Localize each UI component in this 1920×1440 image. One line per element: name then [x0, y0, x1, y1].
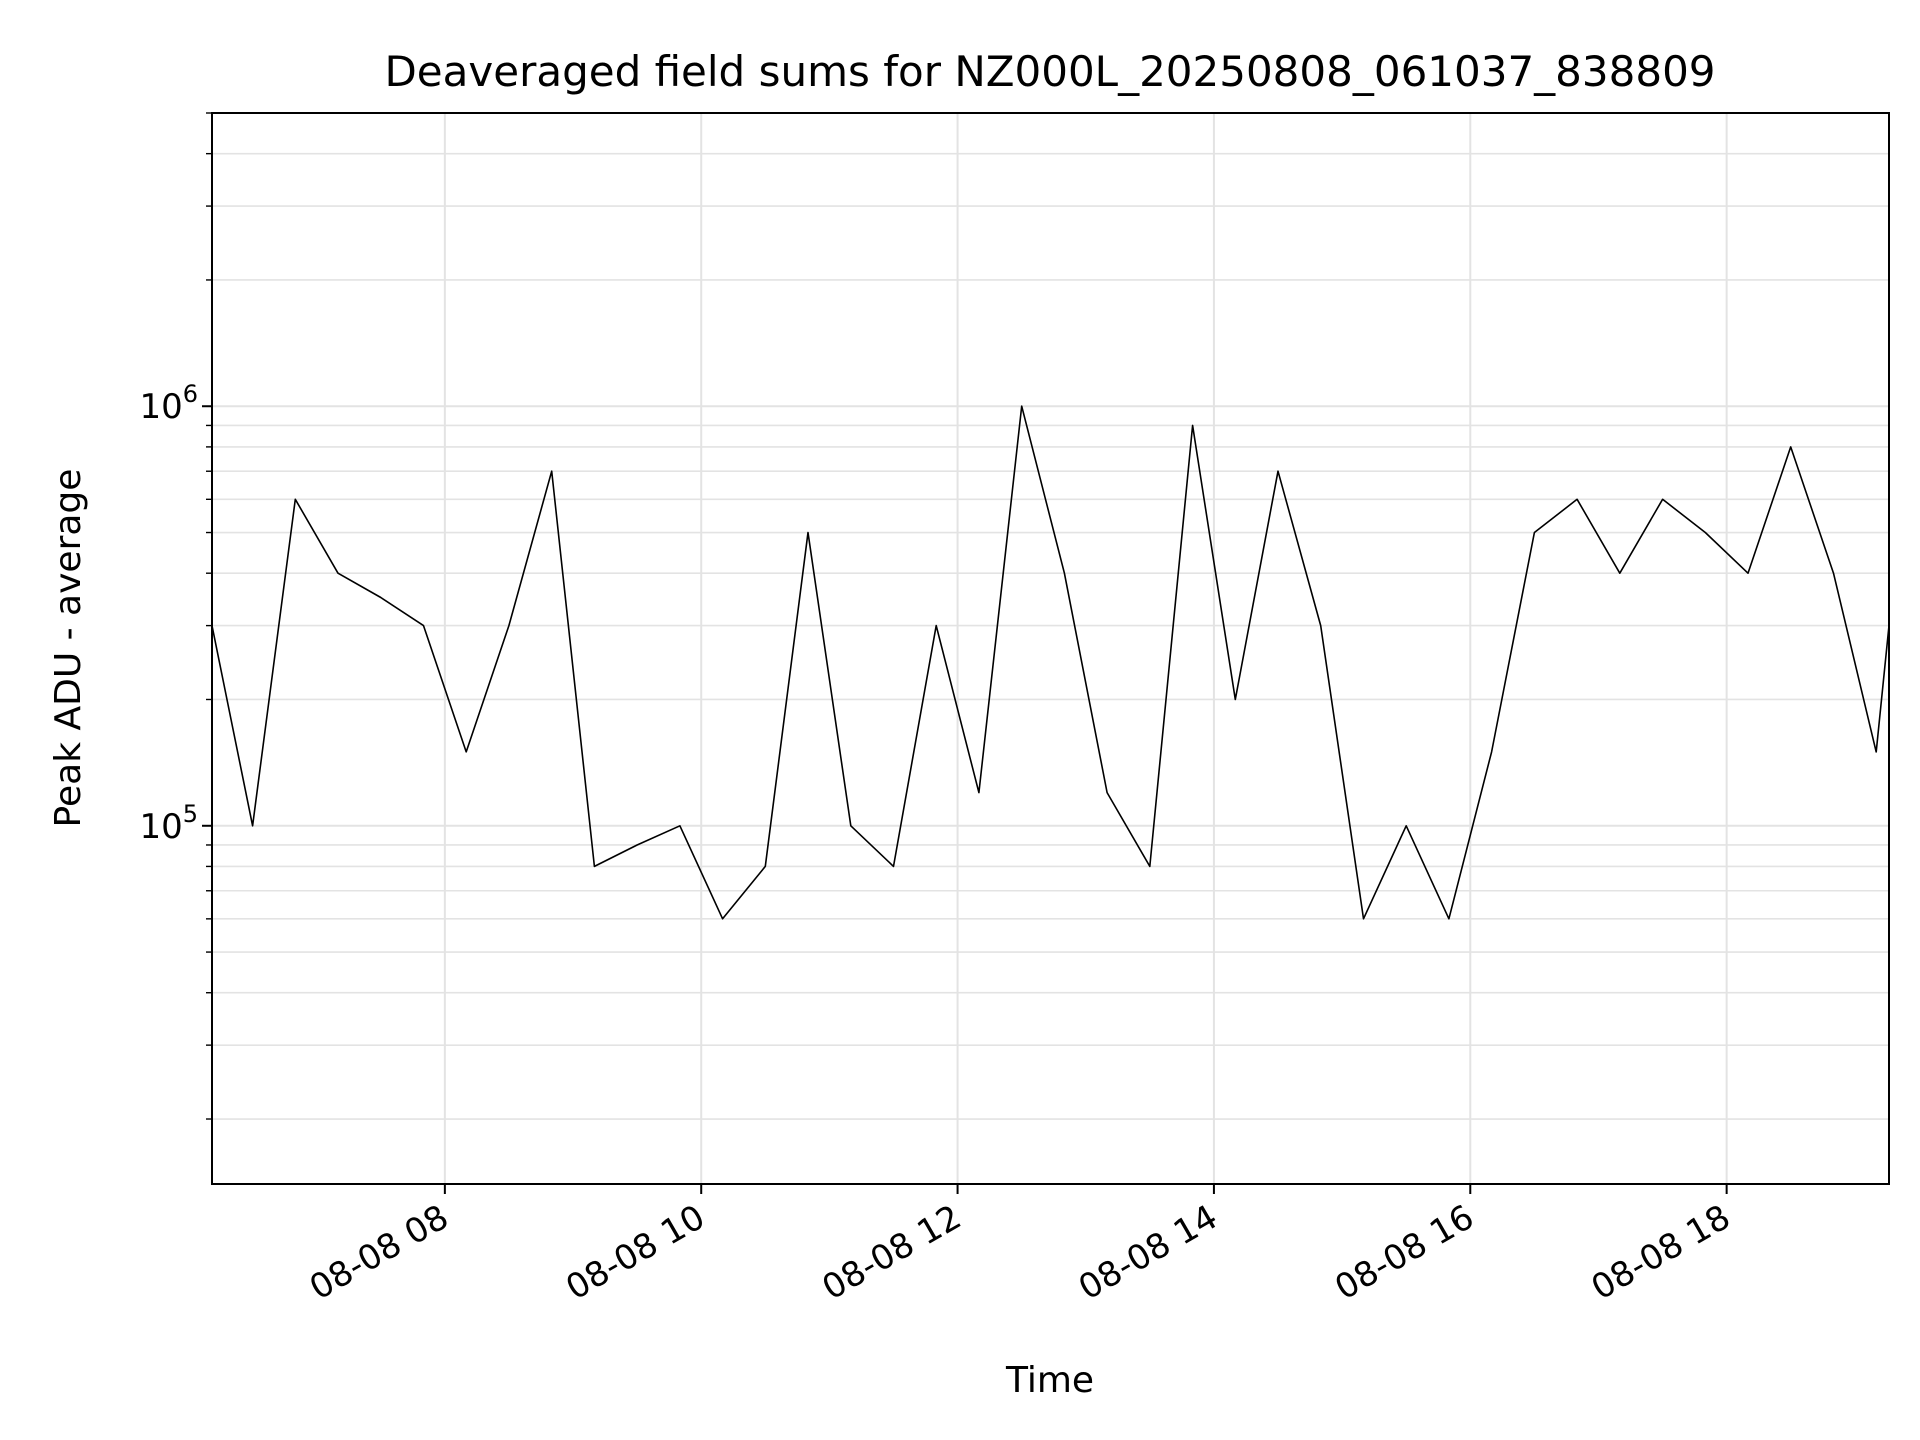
x-axis-title: Time — [1005, 1360, 1094, 1401]
y-tick-label: 106 — [139, 380, 198, 427]
plot-frame — [211, 112, 1890, 1185]
series-layer — [211, 405, 1890, 920]
y-axis-title: Peak ADU - average — [48, 469, 89, 828]
chart-title: Deaveraged field sums for NZ000L_2025080… — [384, 47, 1715, 96]
series-line-0 — [211, 405, 1890, 920]
y-tick-label: 105 — [139, 800, 198, 847]
